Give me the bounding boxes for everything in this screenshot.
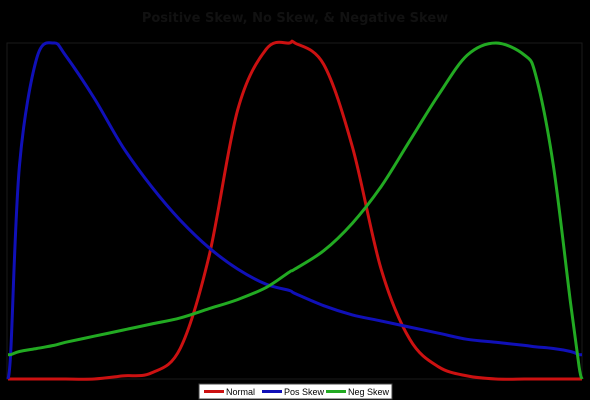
legend-label-normal: Normal	[226, 387, 255, 397]
legend: Normal Pos Skew Neg Skew	[198, 383, 393, 400]
series-layer	[6, 39, 584, 381]
series-line-normal	[7, 39, 582, 381]
series-line-neg-skew	[7, 41, 584, 380]
legend-label-pos-skew: Pos Skew	[284, 387, 325, 397]
plot-area	[6, 42, 583, 380]
series-line-pos-skew	[6, 41, 583, 380]
legend-label-neg-skew: Neg Skew	[348, 387, 390, 397]
legend-box	[198, 383, 393, 400]
chart-title: Positive Skew, No Skew, & Negative Skew	[142, 11, 448, 26]
